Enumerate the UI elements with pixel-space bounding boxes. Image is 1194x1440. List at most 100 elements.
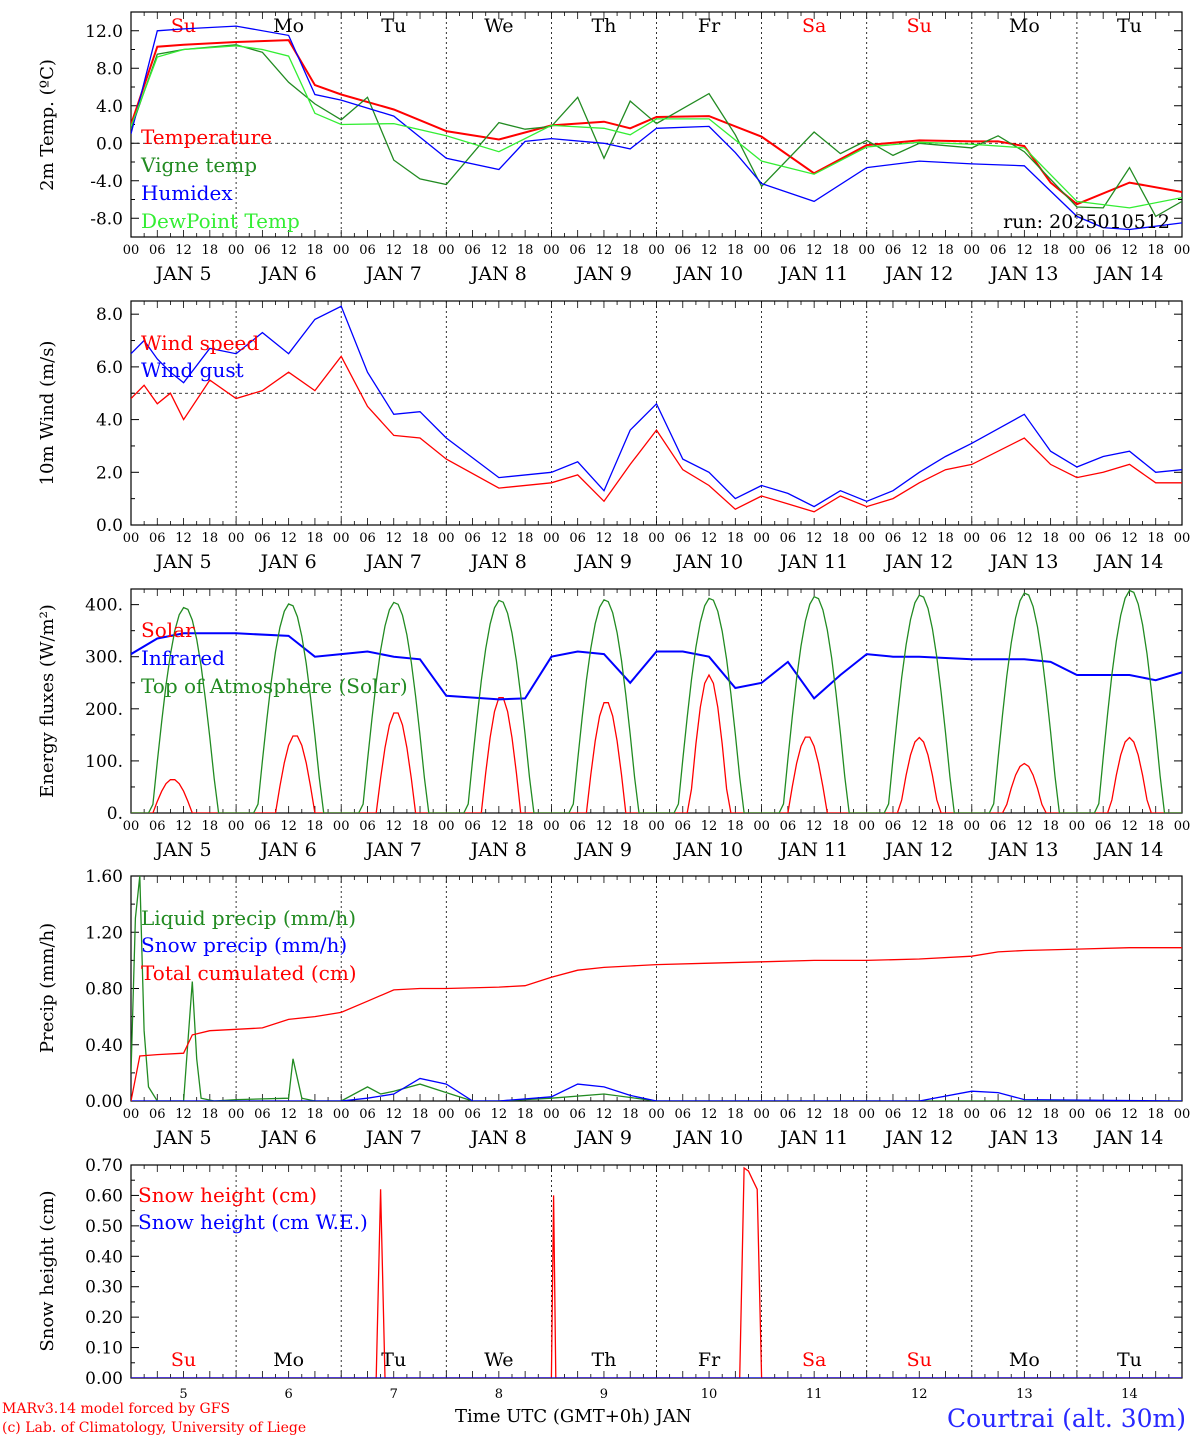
hour-label: 18: [1042, 531, 1059, 546]
hour-label: 18: [727, 243, 744, 258]
y-tick-label: 2.0: [96, 463, 123, 483]
weekday-label: Su: [171, 1349, 196, 1371]
date-label: JAN 11: [778, 551, 848, 573]
hour-label: 18: [202, 1107, 219, 1122]
hour-label: 18: [517, 531, 534, 546]
hour-label: 18: [937, 243, 954, 258]
y-tick-label: 200.: [85, 700, 123, 720]
hour-label: 06: [885, 243, 902, 258]
hour-label: 00: [1174, 819, 1191, 834]
hour-label: 12: [911, 1107, 928, 1122]
hour-label: 12: [1016, 243, 1033, 258]
y-axis-title: Precip (mm/h): [37, 923, 58, 1053]
hour-label: 12: [1016, 819, 1033, 834]
hour-label: 06: [990, 243, 1007, 258]
hour-label: 18: [412, 243, 429, 258]
hour-label: 12: [806, 243, 823, 258]
y-axis-title: Snow height (cm): [37, 1190, 58, 1351]
hour-label: 06: [569, 1107, 586, 1122]
hour-label: 00: [123, 819, 140, 834]
legend-entry: Solar: [141, 618, 195, 642]
hour-label: 12: [175, 243, 192, 258]
hour-label: 18: [1147, 1107, 1164, 1122]
hour-label: 18: [1042, 1107, 1059, 1122]
hour-label: 00: [648, 243, 665, 258]
hour-label: 00: [753, 243, 770, 258]
hour-label: 06: [780, 243, 797, 258]
legend-entry: Infrared: [141, 646, 225, 670]
weekday-label: Fr: [698, 1349, 721, 1371]
hour-label: 18: [202, 819, 219, 834]
panel-3: 400. 300. 200. 100. 0. Energy fluxes (W/m²) 00…: [37, 588, 1191, 861]
hour-label: 12: [491, 243, 508, 258]
hour-label: 18: [1042, 243, 1059, 258]
series-line-wind-speed: [131, 355, 1182, 513]
hour-label: 12: [806, 531, 823, 546]
panel-2: 8.0 6.0 4.0 2.0 0.0 10m Wind (m/s) 00 06 12 18 JAN…: [37, 300, 1190, 573]
hour-label: 18: [202, 243, 219, 258]
hour-label: 00: [543, 819, 560, 834]
date-label: JAN 6: [259, 839, 317, 861]
y-tick-label: 300.: [85, 648, 123, 668]
hour-label: 12: [701, 1107, 718, 1122]
y-tick-label: 0.0: [96, 134, 123, 154]
hour-label: 12: [911, 243, 928, 258]
hour-label: 00: [438, 1107, 455, 1122]
y-tick-label: 0.0: [96, 516, 123, 536]
date-label: JAN 14: [1093, 839, 1163, 861]
date-label: JAN 13: [988, 839, 1058, 861]
series-line-liquid-precip-mm-h-: [131, 876, 1182, 1101]
date-label: JAN 8: [469, 1127, 527, 1149]
hour-label: 00: [964, 531, 981, 546]
y-tick-label: 1.60: [85, 867, 123, 887]
weekday-label: Fr: [698, 15, 721, 37]
hour-label: 06: [149, 819, 166, 834]
date-label: JAN 9: [574, 551, 632, 573]
series-line-solar: [131, 673, 1182, 813]
legend-entry: DewPoint Temp: [141, 209, 300, 233]
hour-label: 06: [359, 1107, 376, 1122]
date-label: JAN 13: [988, 263, 1058, 285]
date-label: JAN 14: [1093, 551, 1163, 573]
y-axis-title: 2m Temp. (ºC): [37, 59, 58, 191]
hour-label: 12: [596, 243, 613, 258]
hour-label: 06: [885, 1107, 902, 1122]
hour-label: 00: [1174, 1107, 1191, 1122]
hour-label: 12: [175, 1107, 192, 1122]
hour-label: 00: [964, 243, 981, 258]
hour-label: 06: [1095, 243, 1112, 258]
hour-label: 00: [753, 819, 770, 834]
hour-label: 18: [832, 1107, 849, 1122]
hour-label: 06: [1095, 819, 1112, 834]
series-line-snow-height-cm-: [131, 1166, 1182, 1378]
hour-label: 12: [175, 819, 192, 834]
hour-label: 12: [280, 819, 297, 834]
hour-label: 06: [885, 531, 902, 546]
date-label: JAN 5: [154, 263, 212, 285]
legend-entry: Temperature: [141, 125, 272, 149]
hour-label: 18: [1147, 243, 1164, 258]
weekday-label: We: [484, 15, 513, 37]
hour-label: 00: [1069, 531, 1086, 546]
day-number-label: 12: [911, 1387, 928, 1402]
hour-label: 12: [1121, 531, 1138, 546]
hour-label: 06: [675, 1107, 692, 1122]
hour-label: 06: [569, 819, 586, 834]
hour-label: 00: [1069, 1107, 1086, 1122]
series-line-infrared: [131, 632, 1182, 701]
hour-label: 12: [280, 531, 297, 546]
hour-label: 06: [254, 531, 271, 546]
hour-label: 18: [622, 1107, 639, 1122]
legend-entry: Wind gust: [141, 358, 244, 382]
weekday-label: Tu: [381, 1349, 406, 1371]
hour-label: 00: [123, 531, 140, 546]
day-number-label: 7: [390, 1387, 398, 1402]
hour-label: 06: [464, 1107, 481, 1122]
y-tick-label: 100.: [85, 752, 123, 772]
hour-label: 00: [858, 531, 875, 546]
series-line-top-of-atmosphere-solar-: [131, 589, 1182, 813]
series-line-total-cumulated-cm-: [131, 947, 1182, 1101]
y-tick-label: 0.60: [85, 1186, 123, 1206]
series-line-snow-precip-mm-h-: [131, 1077, 1182, 1101]
date-label: JAN 6: [259, 551, 317, 573]
